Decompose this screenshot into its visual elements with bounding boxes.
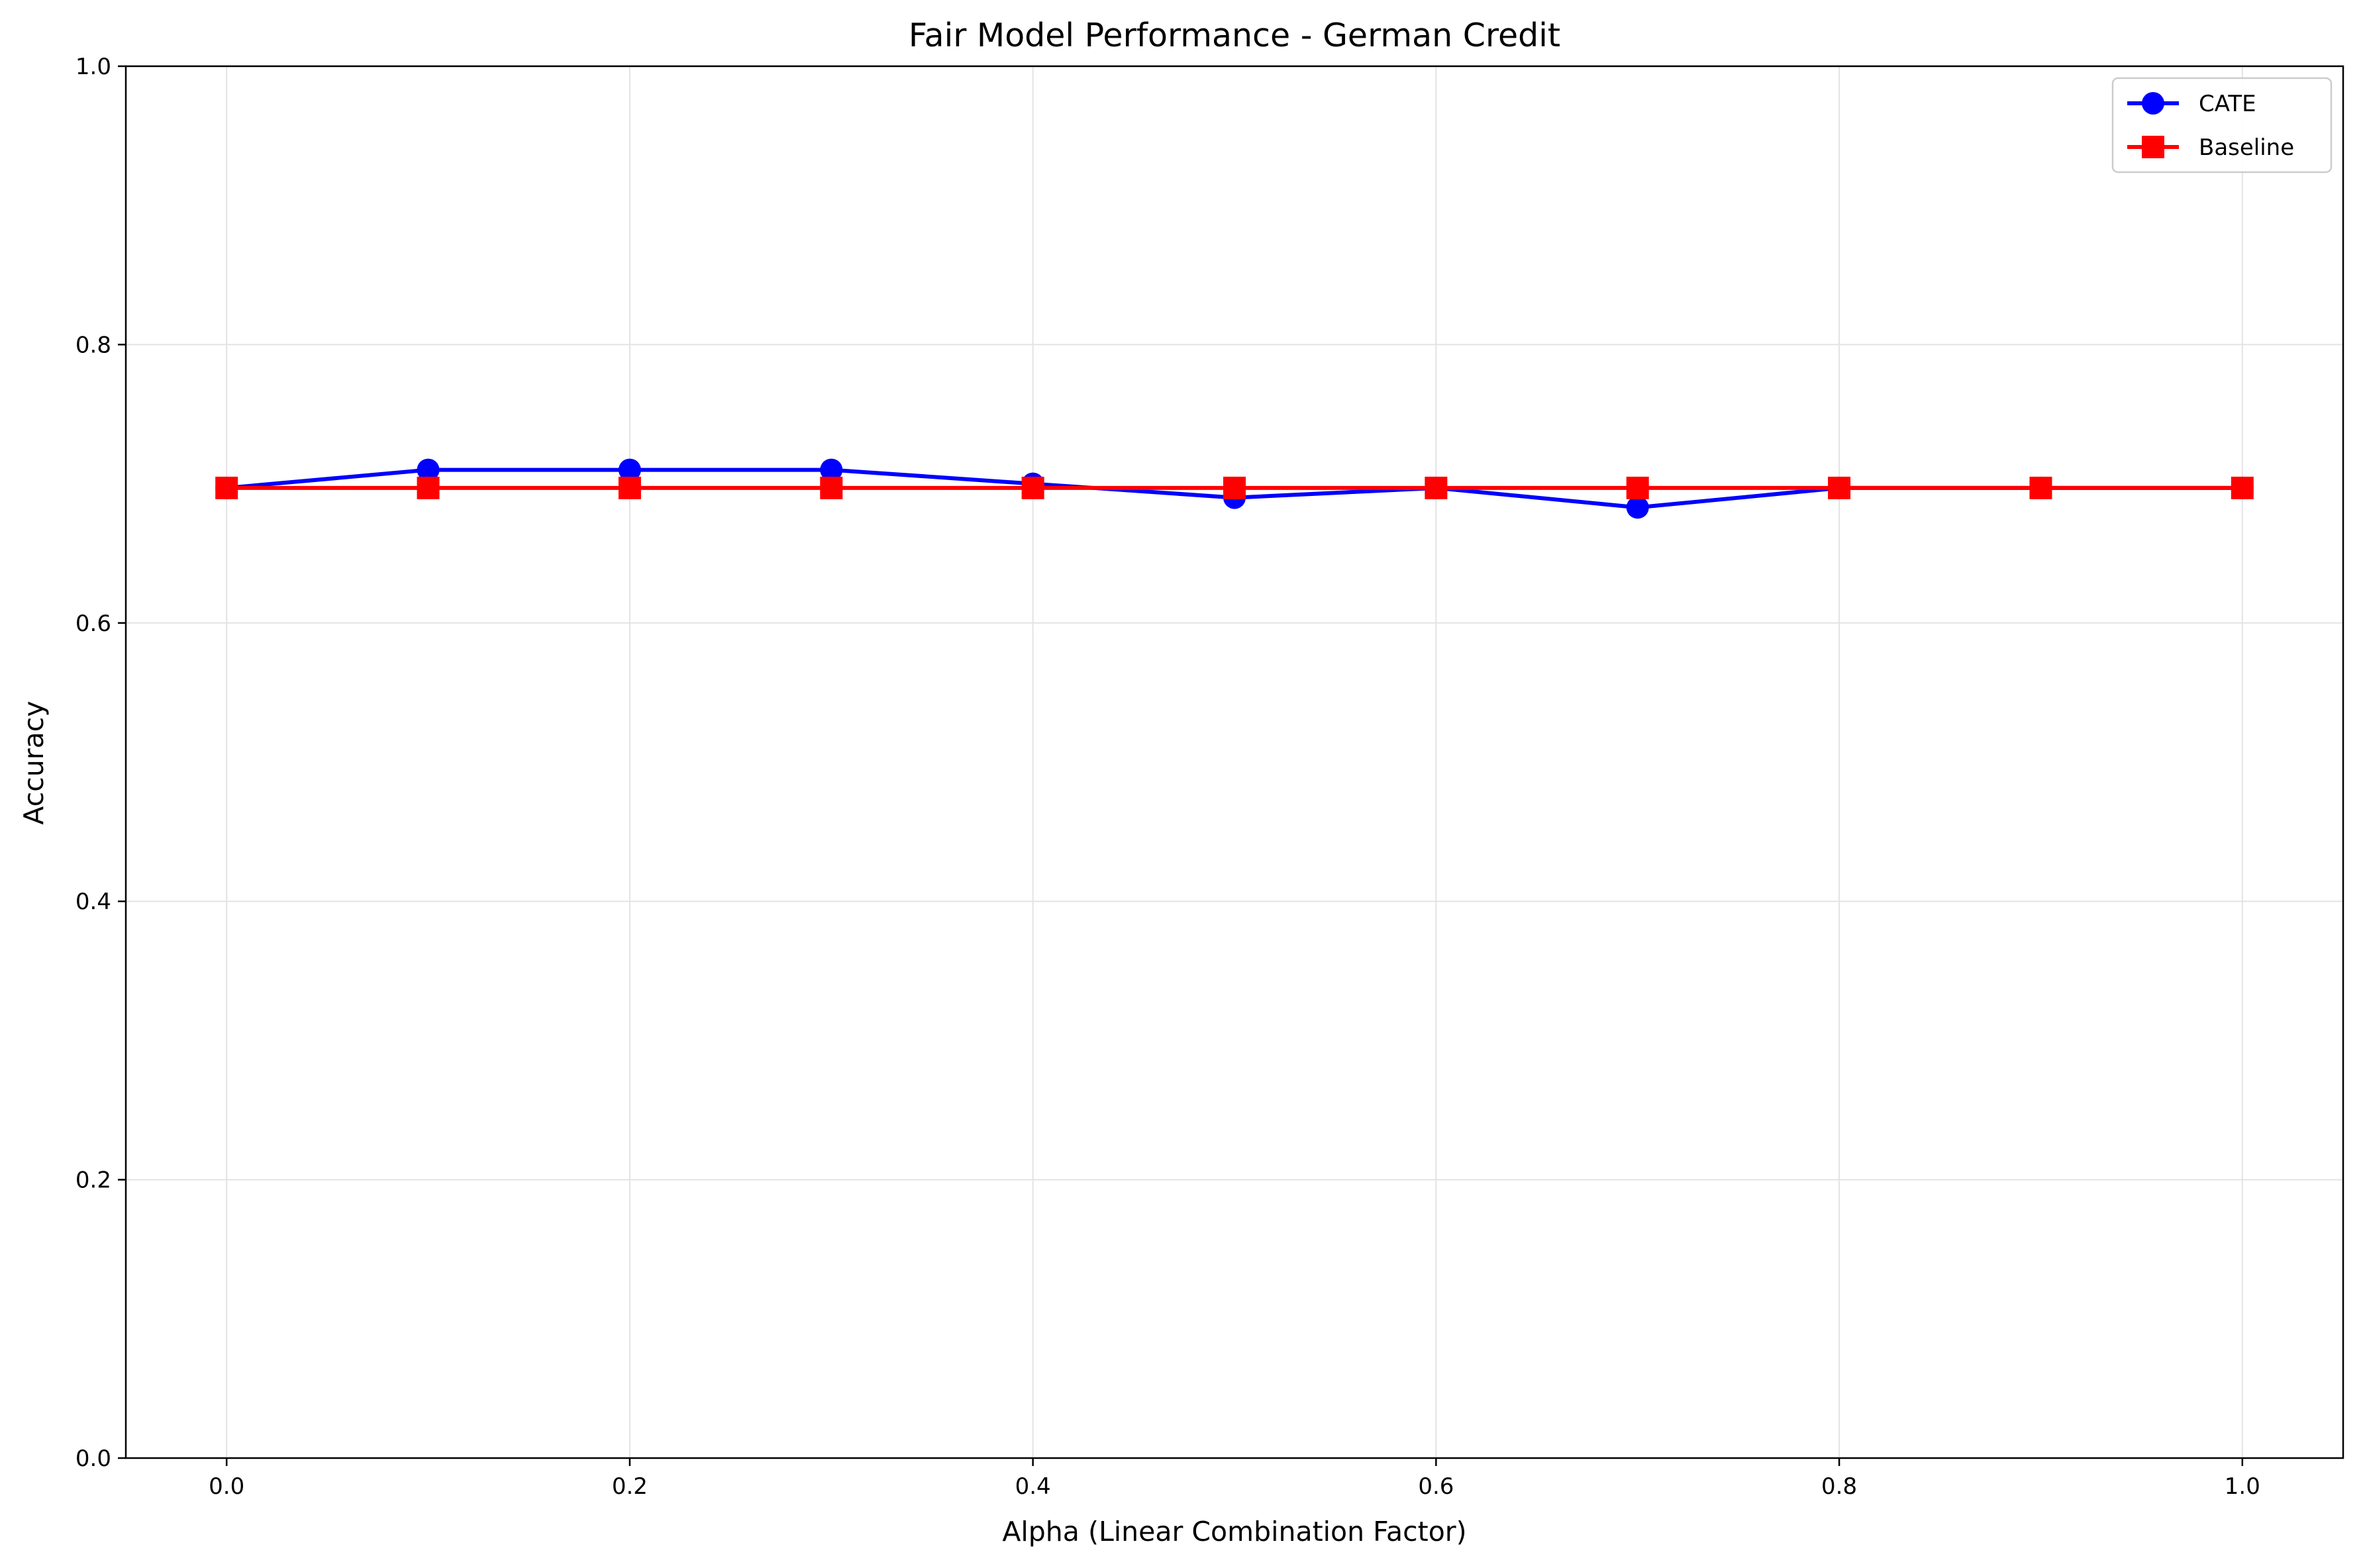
chart-title: Fair Model Performance - German Credit: [909, 17, 1560, 54]
x-tick-label: 0.2: [612, 1473, 648, 1500]
x-tick-label: 0.6: [1418, 1473, 1454, 1500]
data-point-baseline: [417, 476, 440, 499]
data-point-baseline: [1626, 476, 1649, 499]
y-tick-label: 1.0: [75, 54, 111, 80]
legend-label-cate: CATE: [2199, 91, 2256, 117]
data-point-baseline: [1223, 476, 1246, 499]
legend: CATE Baseline: [2111, 77, 2333, 173]
y-tick-label: 0.2: [75, 1167, 111, 1194]
data-point-baseline: [1828, 476, 1851, 499]
x-tick-label: 0.4: [1015, 1473, 1051, 1500]
data-point-baseline: [618, 476, 641, 499]
data-point-baseline: [820, 476, 843, 499]
plot-area-frame: [125, 65, 2344, 1459]
legend-marker-cate: [2142, 92, 2164, 115]
data-point-cate: [820, 458, 843, 481]
y-tick-label: 0.4: [75, 889, 111, 915]
data-point-baseline: [2231, 476, 2254, 499]
y-axis-title: Accuracy: [18, 701, 50, 824]
data-point-baseline: [1021, 476, 1044, 499]
data-point-baseline: [215, 476, 238, 499]
x-tick-label: 1.0: [2225, 1473, 2260, 1500]
x-tick-label: 0.8: [1821, 1473, 1857, 1500]
legend-label-baseline: Baseline: [2199, 134, 2294, 161]
series-baseline: [215, 476, 2254, 499]
axis-ticks: 0.0 0.2 0.4 0.6 0.8 1.0 0.0 0.2 0.4 0.6 0.8 1.0: [75, 54, 2260, 1500]
data-point-cate: [618, 458, 641, 481]
x-tick-label: 0.0: [209, 1473, 244, 1500]
series-group: [215, 458, 2254, 519]
data-point-cate: [1626, 496, 1649, 519]
legend-item-baseline: Baseline: [2127, 134, 2294, 161]
y-tick-label: 0.0: [75, 1446, 111, 1472]
legend-item-cate: CATE: [2127, 91, 2256, 117]
x-axis-title: Alpha (Linear Combination Factor): [1002, 1516, 1466, 1547]
y-tick-label: 0.8: [75, 332, 111, 358]
data-point-cate: [417, 458, 440, 481]
data-point-baseline: [1425, 476, 1448, 499]
y-tick-label: 0.6: [75, 611, 111, 637]
data-point-baseline: [2029, 476, 2052, 499]
legend-marker-baseline: [2142, 136, 2164, 158]
